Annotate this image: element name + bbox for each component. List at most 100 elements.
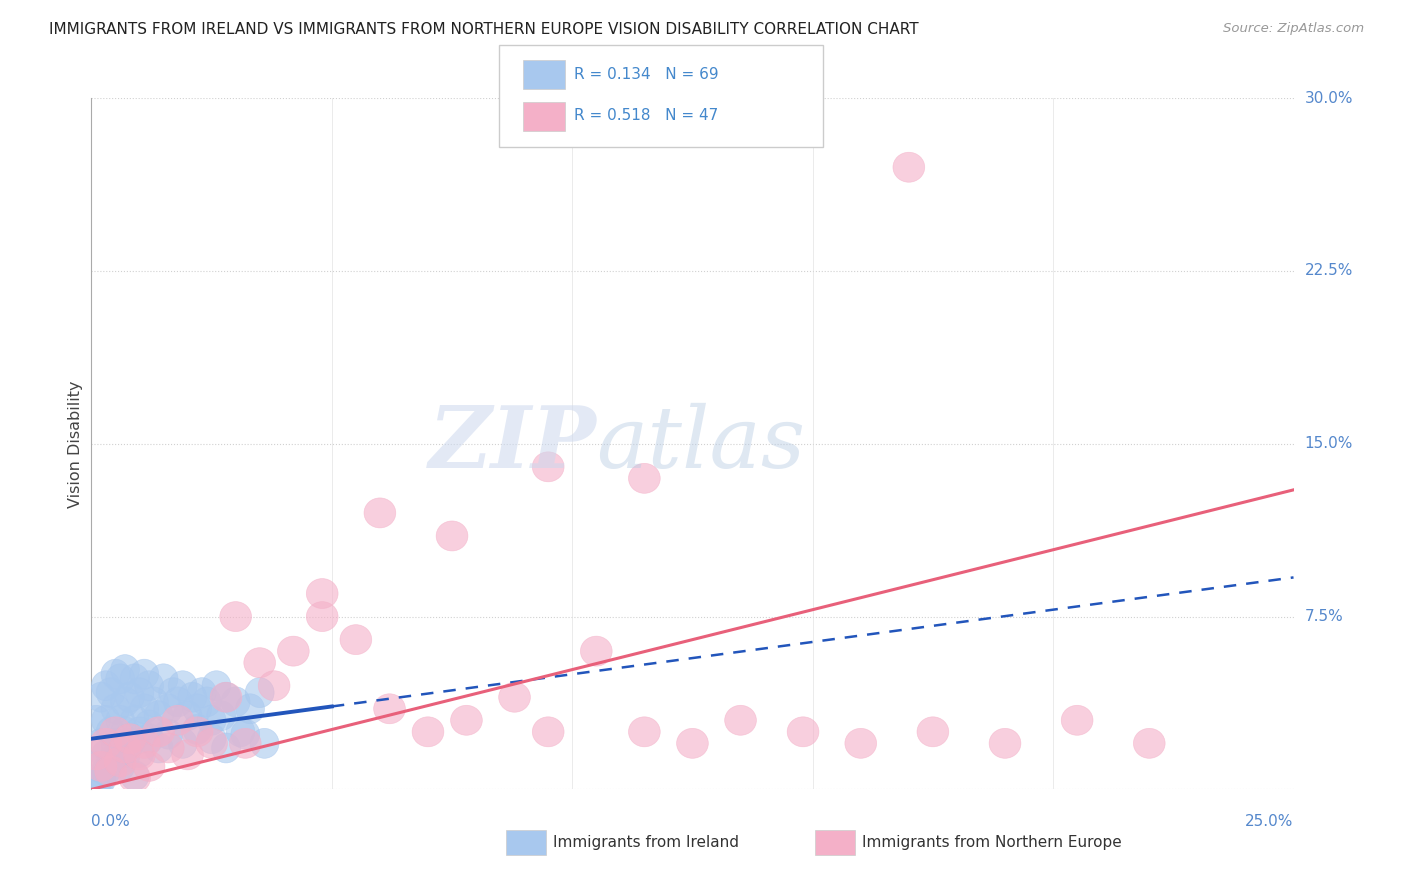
Ellipse shape xyxy=(229,729,262,758)
Ellipse shape xyxy=(149,664,179,694)
Text: atlas: atlas xyxy=(596,402,806,485)
Ellipse shape xyxy=(724,706,756,735)
Ellipse shape xyxy=(82,706,111,735)
Ellipse shape xyxy=(990,729,1021,758)
Ellipse shape xyxy=(221,687,250,717)
Ellipse shape xyxy=(159,678,187,707)
Ellipse shape xyxy=(172,739,204,770)
Ellipse shape xyxy=(143,717,174,747)
Ellipse shape xyxy=(259,671,290,701)
Ellipse shape xyxy=(91,706,121,735)
Ellipse shape xyxy=(533,452,564,482)
Ellipse shape xyxy=(111,742,139,772)
Ellipse shape xyxy=(173,701,202,731)
Ellipse shape xyxy=(118,763,150,793)
Ellipse shape xyxy=(129,694,159,723)
Ellipse shape xyxy=(115,729,145,758)
Ellipse shape xyxy=(105,739,135,770)
Ellipse shape xyxy=(1133,729,1166,758)
Ellipse shape xyxy=(277,636,309,666)
Ellipse shape xyxy=(121,761,149,790)
Ellipse shape xyxy=(121,706,149,735)
Ellipse shape xyxy=(169,671,197,701)
Ellipse shape xyxy=(105,751,135,781)
Ellipse shape xyxy=(101,694,129,723)
Ellipse shape xyxy=(676,729,709,758)
Ellipse shape xyxy=(111,687,139,717)
Ellipse shape xyxy=(211,733,240,763)
Ellipse shape xyxy=(193,687,221,717)
Ellipse shape xyxy=(105,706,135,735)
Ellipse shape xyxy=(162,706,194,735)
Text: R = 0.518   N = 47: R = 0.518 N = 47 xyxy=(574,109,718,123)
Ellipse shape xyxy=(125,678,153,707)
Ellipse shape xyxy=(364,498,395,528)
Ellipse shape xyxy=(250,729,278,758)
Text: Source: ZipAtlas.com: Source: ZipAtlas.com xyxy=(1223,22,1364,36)
Ellipse shape xyxy=(91,756,121,786)
Ellipse shape xyxy=(374,694,405,723)
Ellipse shape xyxy=(91,671,121,701)
Ellipse shape xyxy=(581,636,612,666)
Ellipse shape xyxy=(628,463,661,493)
Text: 15.0%: 15.0% xyxy=(1305,436,1353,451)
Ellipse shape xyxy=(245,678,274,707)
Ellipse shape xyxy=(121,664,149,694)
Ellipse shape xyxy=(125,738,153,767)
Ellipse shape xyxy=(135,723,163,754)
Ellipse shape xyxy=(209,682,242,712)
Ellipse shape xyxy=(145,733,173,763)
Ellipse shape xyxy=(91,739,121,770)
Ellipse shape xyxy=(211,682,240,712)
Ellipse shape xyxy=(195,729,228,758)
Ellipse shape xyxy=(86,751,117,781)
Ellipse shape xyxy=(187,678,217,707)
Ellipse shape xyxy=(243,648,276,678)
Ellipse shape xyxy=(100,717,131,747)
Ellipse shape xyxy=(114,723,146,754)
Ellipse shape xyxy=(207,701,236,731)
Ellipse shape xyxy=(128,729,160,758)
Ellipse shape xyxy=(179,682,207,712)
Ellipse shape xyxy=(94,756,127,786)
Ellipse shape xyxy=(307,579,337,608)
Ellipse shape xyxy=(197,723,226,754)
Ellipse shape xyxy=(436,521,468,551)
Ellipse shape xyxy=(135,671,163,701)
Ellipse shape xyxy=(169,729,197,758)
Ellipse shape xyxy=(87,682,115,712)
Ellipse shape xyxy=(115,729,145,758)
Ellipse shape xyxy=(202,671,231,701)
Ellipse shape xyxy=(135,710,163,739)
Ellipse shape xyxy=(183,694,211,723)
Ellipse shape xyxy=(340,624,371,655)
Text: 0.0%: 0.0% xyxy=(91,814,131,830)
Ellipse shape xyxy=(163,687,193,717)
Text: IMMIGRANTS FROM IRELAND VS IMMIGRANTS FROM NORTHERN EUROPE VISION DISABILITY COR: IMMIGRANTS FROM IRELAND VS IMMIGRANTS FR… xyxy=(49,22,920,37)
Text: ZIP: ZIP xyxy=(429,402,596,485)
Ellipse shape xyxy=(153,694,183,723)
Ellipse shape xyxy=(87,729,115,758)
Ellipse shape xyxy=(129,659,159,690)
Ellipse shape xyxy=(111,717,139,747)
Ellipse shape xyxy=(183,714,211,745)
Ellipse shape xyxy=(104,747,136,777)
Text: 30.0%: 30.0% xyxy=(1305,91,1353,105)
Ellipse shape xyxy=(236,694,264,723)
Text: 7.5%: 7.5% xyxy=(1305,609,1343,624)
Ellipse shape xyxy=(1062,706,1092,735)
Ellipse shape xyxy=(787,717,818,747)
Ellipse shape xyxy=(96,717,125,747)
Ellipse shape xyxy=(82,770,111,800)
Ellipse shape xyxy=(111,655,139,684)
Ellipse shape xyxy=(845,729,876,758)
Text: 25.0%: 25.0% xyxy=(1246,814,1294,830)
Ellipse shape xyxy=(90,729,122,758)
Ellipse shape xyxy=(145,701,173,731)
Ellipse shape xyxy=(110,733,141,763)
Text: Immigrants from Ireland: Immigrants from Ireland xyxy=(553,835,738,849)
Ellipse shape xyxy=(412,717,444,747)
Text: 22.5%: 22.5% xyxy=(1305,263,1353,278)
Ellipse shape xyxy=(152,733,184,763)
Ellipse shape xyxy=(96,751,125,781)
